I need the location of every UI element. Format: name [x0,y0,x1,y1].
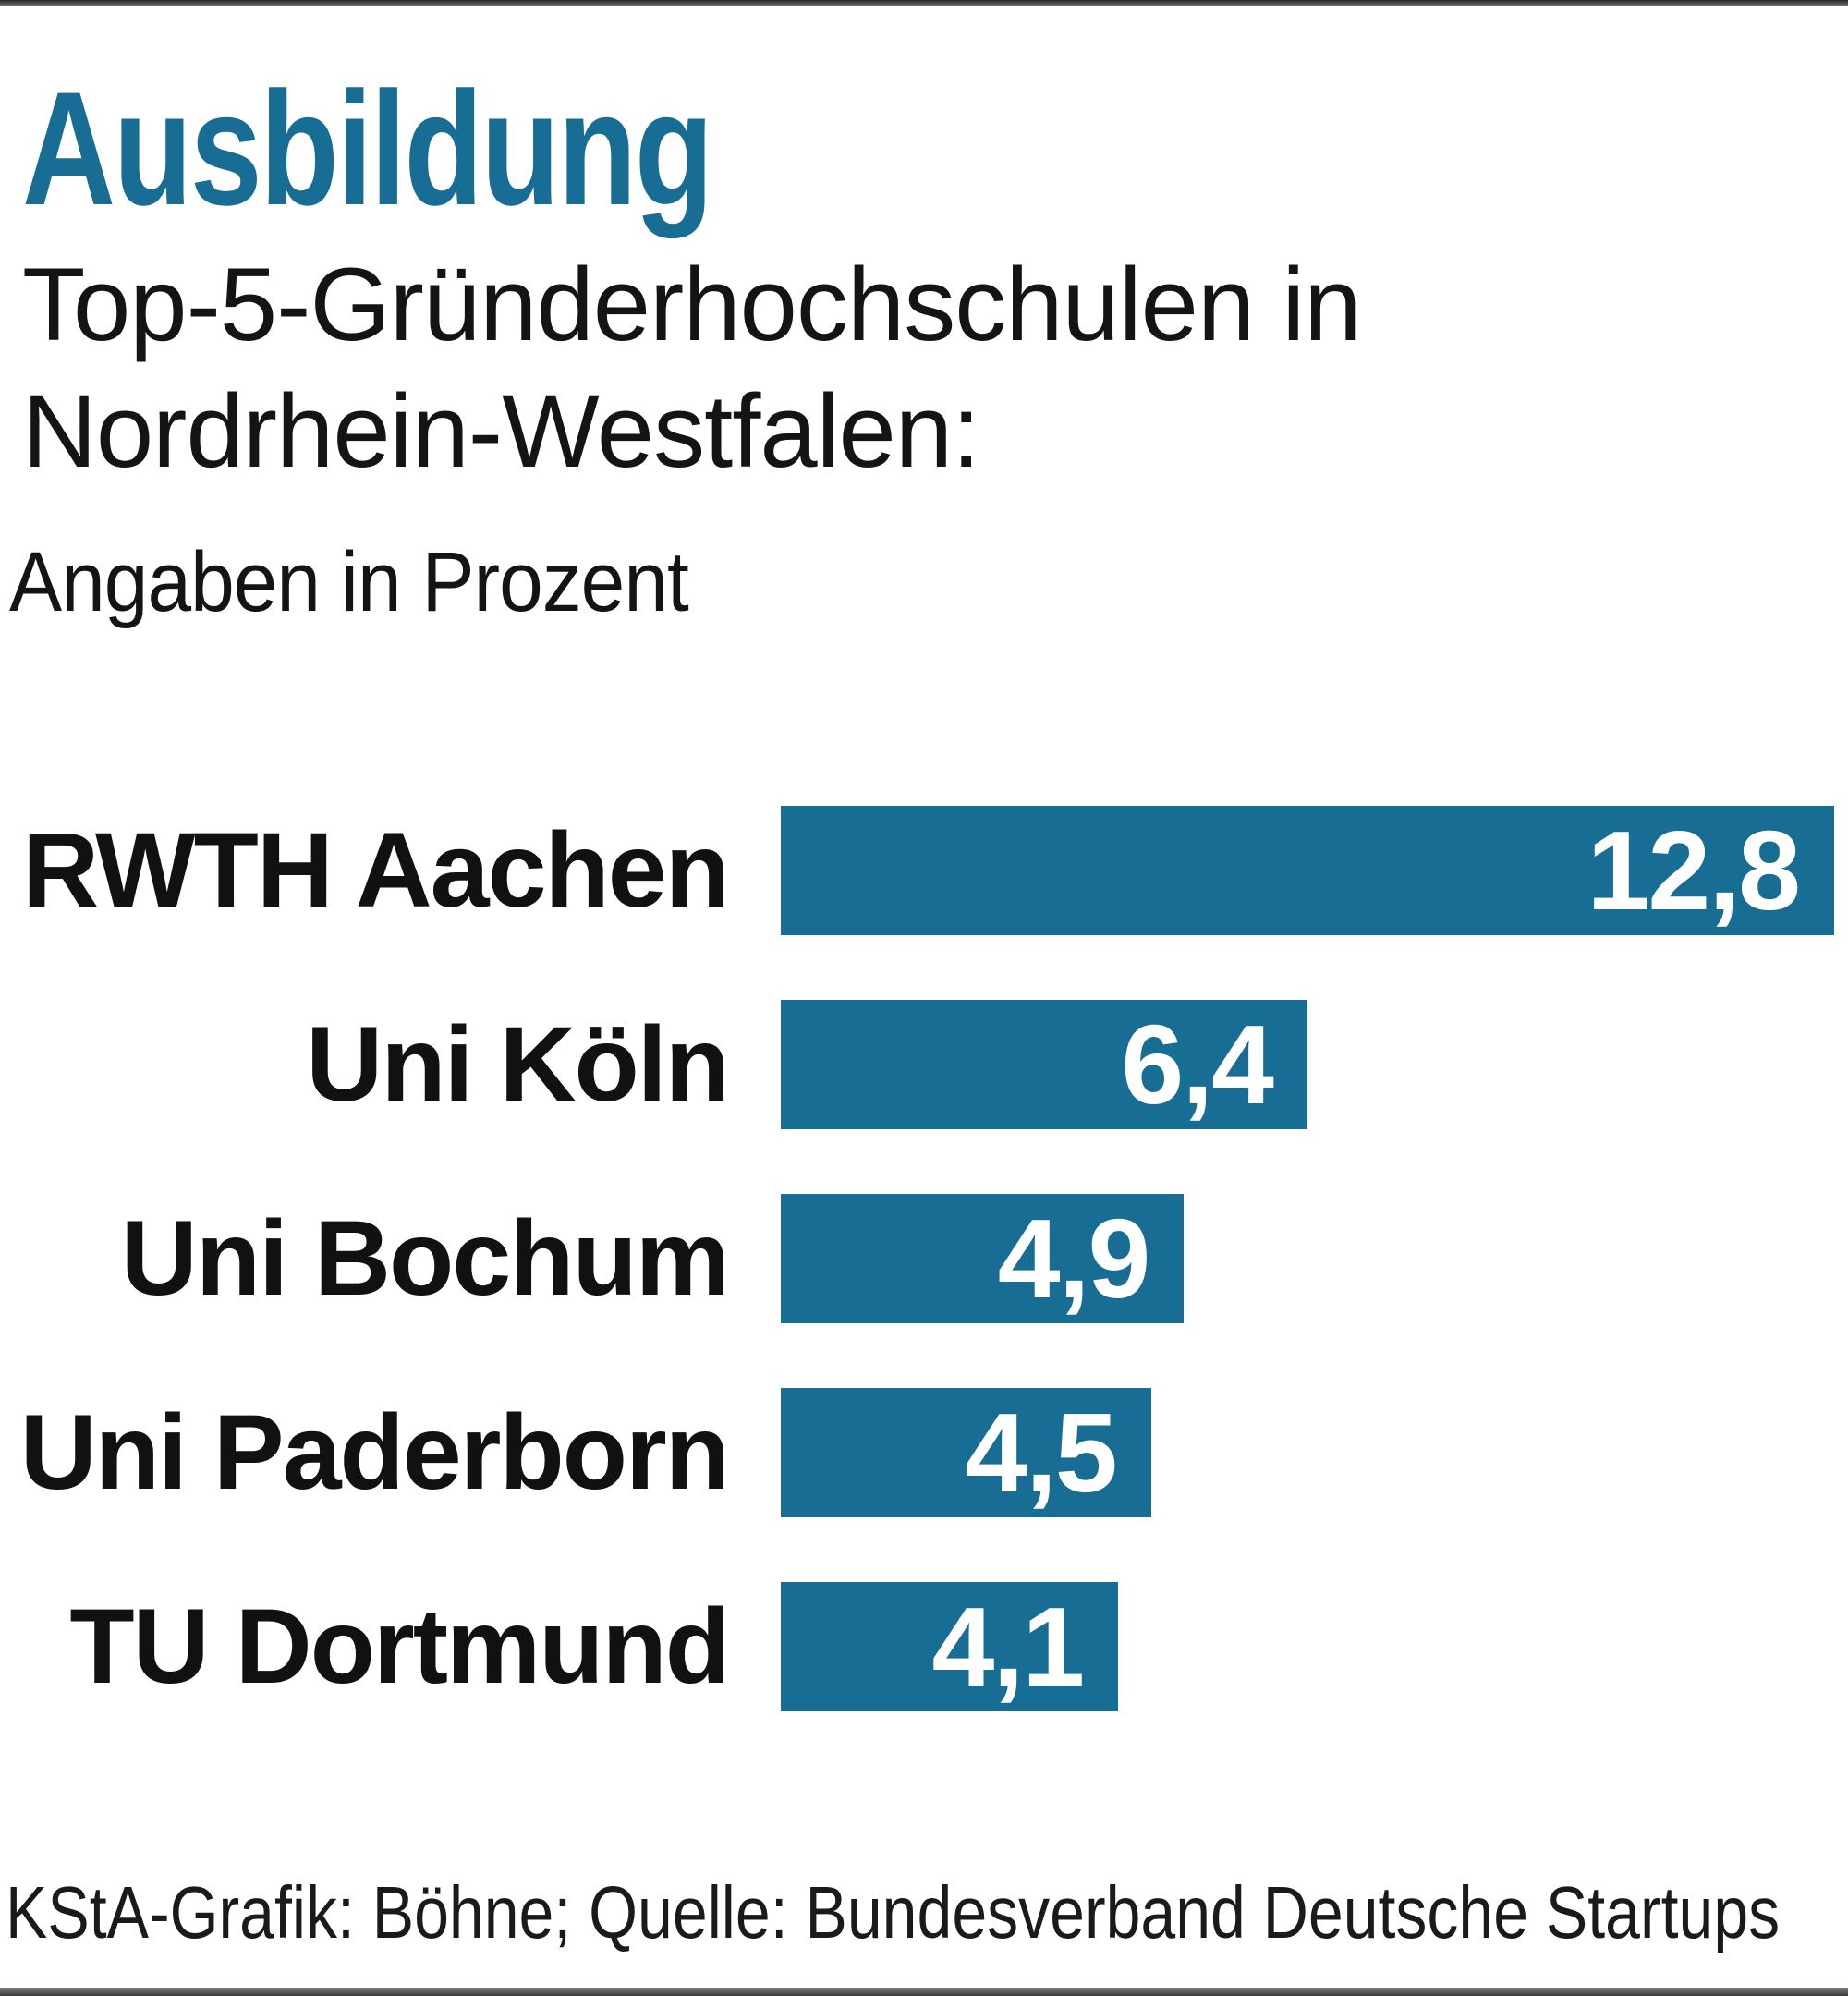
bar-track: 12,8 [781,806,1834,935]
bar: 12,8 [781,806,1834,935]
bar-value: 4,9 [997,1196,1151,1321]
bar-label: TU Dortmund [69,1588,730,1706]
subtitle-line-1: Top-5-Gründerhochschulen in [22,247,1362,362]
unit-note: Angaben in Prozent [9,535,689,629]
bar-label: Uni Bochum [120,1199,730,1318]
bar: 4,9 [781,1194,1185,1323]
bar-value: 12,8 [1587,808,1801,933]
subtitle-line-2: Nordrhein-Westfalen: [22,372,980,489]
bar-chart: RWTH Aachen 12,8 Uni Köln 6,4 Uni Bochum… [0,806,1834,1776]
chart-row: Uni Köln 6,4 [0,1000,1834,1129]
chart-subtitle: Top-5-Gründerhochschulen in Nordrhein-We… [22,242,1362,494]
bar: 6,4 [781,1000,1307,1129]
bar-track: 4,1 [781,1582,1834,1711]
bottom-edge-line [0,1988,1848,1996]
bar: 4,1 [781,1582,1119,1711]
bar-value: 4,5 [965,1390,1118,1515]
chart-row: TU Dortmund 4,1 [0,1582,1834,1711]
bar-track: 4,9 [781,1194,1834,1323]
bar-value: 6,4 [1121,1002,1274,1127]
chart-row: RWTH Aachen 12,8 [0,806,1834,935]
top-edge-line [0,0,1848,6]
footer-credit: KStA-Grafik: Böhne; Quelle: Bundesverban… [6,1871,1781,1953]
chart-row: Uni Bochum 4,9 [0,1194,1834,1323]
bar-track: 6,4 [781,1000,1834,1129]
bar-label: Uni Köln [306,1005,730,1124]
bar-track: 4,5 [781,1388,1834,1517]
bar-value: 4,1 [931,1584,1086,1710]
chart-row: Uni Paderborn 4,5 [0,1388,1834,1517]
bar-label: Uni Paderborn [19,1394,730,1512]
bar-label: RWTH Aachen [22,811,730,930]
bar: 4,5 [781,1388,1151,1517]
page-title: Ausbildung [22,59,713,239]
